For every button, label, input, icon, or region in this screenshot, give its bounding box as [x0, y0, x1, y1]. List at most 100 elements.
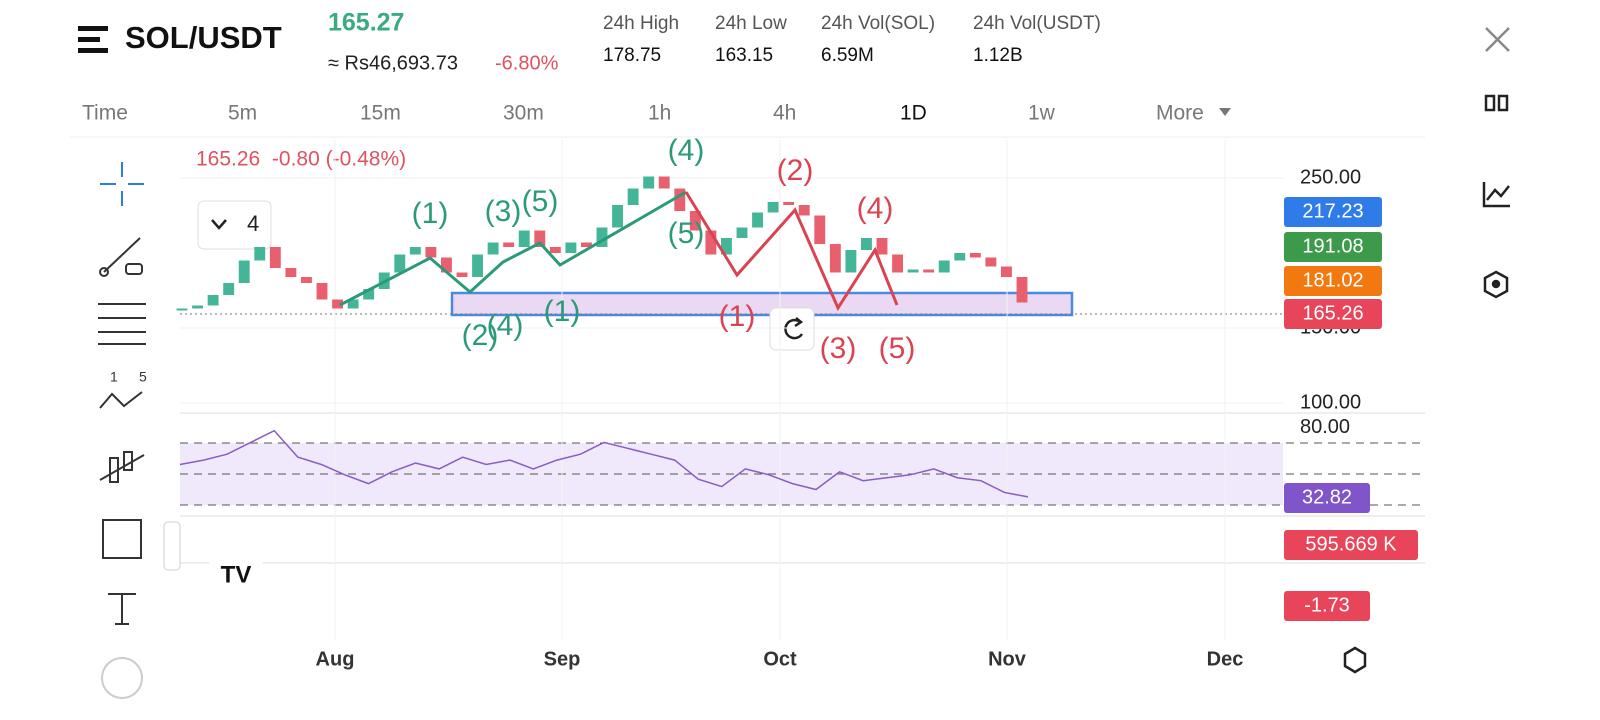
timeframe[interactable]: 4h	[773, 102, 796, 125]
candle-body	[223, 283, 235, 295]
price-tag	[1284, 530, 1418, 560]
candle-body	[907, 269, 919, 273]
candle-body	[923, 269, 935, 273]
collapse[interactable]	[163, 521, 181, 571]
last-price: 165.27	[328, 9, 404, 37]
wave-label: (3)	[485, 195, 522, 228]
rsi-levels	[180, 442, 1425, 506]
candle-body	[238, 260, 250, 283]
candle-body	[969, 253, 981, 258]
indicator-toggle[interactable]	[197, 200, 272, 250]
candle-body	[456, 272, 468, 277]
tool-digit: 1	[110, 369, 118, 385]
stat-label: 24h Vol(SOL)	[821, 13, 935, 34]
candle-body	[503, 242, 515, 247]
price-tag	[1284, 483, 1370, 513]
stat-value: 178.75	[603, 45, 661, 66]
wave-label: (1)	[719, 300, 756, 333]
candle-body	[269, 247, 281, 268]
candle-body	[985, 257, 997, 267]
candle-body	[689, 211, 701, 231]
candle-body	[1001, 266, 1012, 277]
candle-body	[861, 238, 872, 250]
candle-body	[876, 238, 888, 255]
candle-body	[394, 254, 406, 273]
timeframe[interactable]: 30m	[503, 102, 544, 125]
candle-body	[752, 212, 763, 228]
candle-body	[783, 202, 795, 205]
line-icon[interactable]	[1482, 182, 1510, 208]
x-tick-label: Sep	[544, 648, 581, 670]
chevron	[211, 219, 227, 230]
price-tag-text: 217.23	[1302, 200, 1363, 222]
timeframe[interactable]: 15m	[360, 102, 401, 125]
side-icons	[1343, 94, 1510, 674]
stat-label: 24h Vol(USDT)	[973, 13, 1101, 34]
legend: 165.26 -0.80 (-0.48%)	[196, 148, 406, 171]
candle-body	[643, 176, 655, 189]
x-tick-label: Oct	[763, 648, 797, 670]
candle-body	[518, 230, 530, 247]
candle-body	[363, 289, 375, 300]
candle-body	[441, 257, 452, 273]
timeframe[interactable]: 1h	[648, 102, 671, 125]
candle-body	[814, 215, 826, 244]
timeframe[interactable]: 5m	[228, 102, 257, 125]
timeframe[interactable]: 1w	[1028, 102, 1056, 125]
price-tag-text: 181.02	[1302, 269, 1363, 291]
wave-label: (5)	[879, 332, 916, 365]
pair: SOL/USDT	[125, 20, 282, 55]
wave-red	[684, 191, 899, 312]
close-icon[interactable]	[1485, 27, 1510, 52]
price-tag-text: 191.08	[1302, 235, 1363, 257]
timeframe[interactable]: Time	[82, 102, 128, 125]
left-toolbar	[98, 162, 146, 699]
price-tag	[1284, 591, 1370, 621]
x-tick-label: Aug	[316, 648, 355, 670]
candle-body	[829, 244, 841, 273]
wave-label: (4)	[668, 134, 705, 167]
settings-icon[interactable]	[1483, 270, 1509, 299]
reset-icon	[784, 317, 804, 340]
candle-body	[409, 247, 421, 255]
candle-body	[892, 254, 903, 273]
candle-body	[1016, 277, 1028, 303]
wave-label: (2)	[462, 319, 499, 352]
wave-label: (3)	[820, 332, 857, 365]
candle-body	[332, 299, 343, 309]
indicator-count: 4	[247, 211, 259, 236]
pane-dividers	[180, 412, 1425, 564]
price-tag	[1284, 197, 1382, 227]
candle-body	[581, 242, 592, 247]
zone-box	[450, 291, 1074, 317]
rsi-line	[179, 429, 1029, 498]
logo-badge	[206, 546, 266, 606]
candle-body	[705, 230, 717, 255]
wave-green	[339, 190, 687, 307]
price-tag	[1284, 232, 1382, 262]
stat-label: 24h High	[603, 13, 679, 34]
wave-label: (4)	[857, 192, 894, 225]
timeframe[interactable]: More	[1156, 102, 1204, 125]
stat-value: 163.15	[715, 45, 773, 66]
stat-label: 24h Low	[715, 13, 787, 34]
wave-label: (1)	[412, 197, 449, 230]
menu-icon[interactable]	[78, 26, 108, 53]
candle-body	[721, 238, 732, 255]
candle-body	[612, 205, 623, 228]
settings-icon-2[interactable]	[1343, 646, 1367, 674]
y-tick-label: 100.00	[1300, 391, 1361, 413]
candle-body	[254, 247, 266, 261]
candle-icon[interactable]	[1484, 94, 1496, 112]
timeframe[interactable]: 1D	[900, 102, 927, 125]
candle-body	[347, 299, 359, 309]
reset-button[interactable]	[769, 307, 815, 351]
price-tag	[1284, 266, 1382, 296]
stat-value: 1.12B	[973, 45, 1023, 66]
candle-body	[425, 247, 437, 258]
candle-body	[176, 308, 188, 311]
tool-digit: 5	[139, 369, 147, 385]
wave-label: (2)	[777, 154, 814, 187]
candle-body	[627, 188, 639, 205]
wave-label: (5)	[522, 185, 559, 218]
